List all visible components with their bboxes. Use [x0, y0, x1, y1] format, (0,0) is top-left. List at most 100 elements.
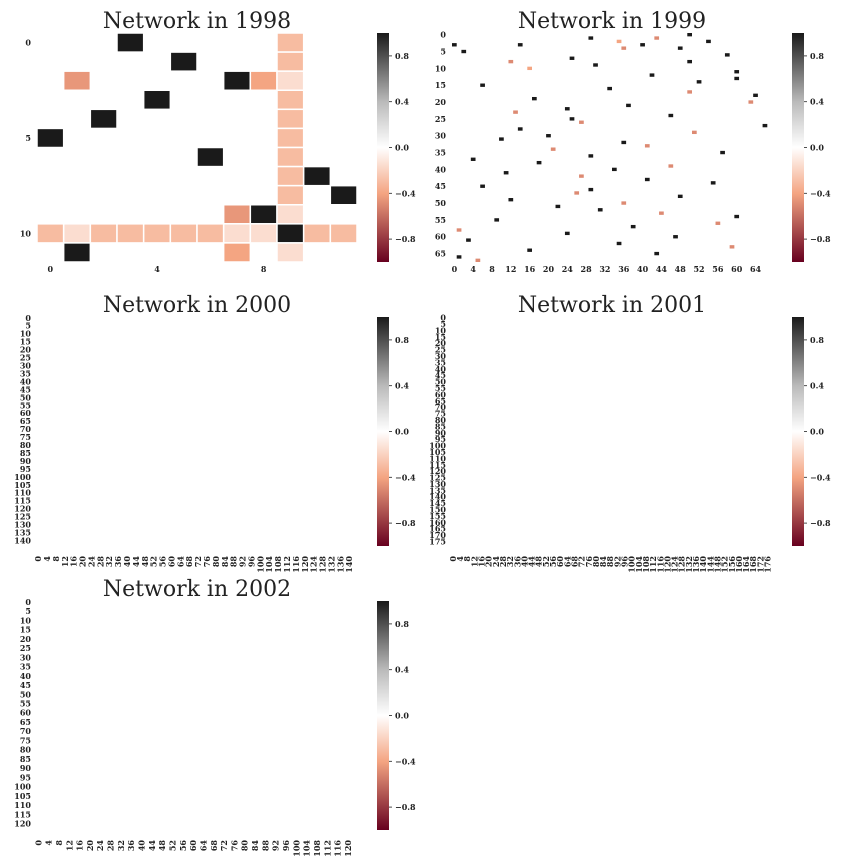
heatmap-cell	[452, 43, 457, 47]
y-tick-label: 100	[14, 782, 31, 792]
heatmap-cell	[249, 204, 278, 225]
x-tick-label: 60	[166, 556, 176, 568]
x-tick-label: 28	[581, 264, 593, 274]
x-tick-label: 36	[113, 556, 123, 568]
heatmap-cell	[276, 184, 305, 206]
x-tick-label: 8	[51, 556, 61, 562]
x-tick-label: 20	[543, 264, 555, 274]
x-tick-label: 136	[691, 556, 701, 573]
x-tick-label: 28	[95, 556, 105, 568]
y-tick-label: 40	[20, 376, 32, 386]
y-tick-label: 35	[20, 368, 31, 378]
heatmap-cell	[169, 223, 198, 244]
x-tick-label: 104	[634, 556, 644, 573]
heatmap-cell	[456, 228, 462, 232]
colorbar-tick-label: 0.4	[395, 665, 409, 675]
heatmap-cell	[621, 46, 627, 50]
y-tick-label: 75	[20, 432, 31, 442]
x-tick-label: 56	[158, 556, 168, 568]
colorbar-tick-label: −0.4	[395, 756, 416, 766]
y-tick-label: 40	[435, 364, 447, 374]
heatmap-cell	[597, 208, 603, 212]
heatmap-cell	[62, 242, 92, 263]
colorbar-tick-label: 0.0	[810, 427, 824, 437]
x-tick-label: 0	[33, 840, 43, 846]
x-tick-label: 48	[534, 556, 544, 568]
colorbar-tick-label: −0.4	[395, 188, 416, 198]
x-tick-label: 24	[95, 840, 105, 852]
x-tick-label: 76	[584, 556, 594, 568]
x-tick-label: 96	[281, 840, 291, 852]
heatmap-cell	[116, 223, 145, 244]
heatmap-cell	[508, 59, 514, 64]
heatmap-cell	[276, 223, 305, 244]
x-tick-label: 0	[33, 556, 43, 562]
colorbar-tick-label: 0.0	[810, 143, 824, 153]
x-tick-label: 132	[684, 556, 694, 573]
heatmap-cell	[494, 218, 500, 222]
x-tick-label: 16	[476, 556, 486, 568]
y-tick-label: 40	[435, 164, 447, 174]
x-tick-label: 52	[167, 840, 177, 851]
heatmap-panel-0: Network in 1998 0 5 10 0 4 8 0.8 0.4 0.0 −0.4 −0.8	[20, 9, 416, 274]
x-tick-label: 12	[505, 264, 516, 274]
heatmap-cell	[644, 177, 650, 182]
y-tick-label: 70	[20, 726, 32, 736]
x-tick-label: 68	[184, 556, 194, 568]
y-tick-label: 175	[429, 537, 446, 547]
heatmap-cell	[302, 165, 332, 187]
y-tick-label: 115	[14, 496, 31, 506]
heatmap-cell	[89, 108, 118, 130]
heatmap-cell	[222, 242, 252, 263]
y-tick-label: 135	[429, 485, 446, 495]
heatmap-cell	[574, 191, 580, 195]
colorbar-tick-label: 0.0	[395, 427, 409, 437]
y-tick-label: 90	[435, 428, 447, 438]
colorbar	[792, 33, 804, 262]
x-tick-label: 12	[60, 556, 70, 567]
y-tick-label: 0	[25, 313, 31, 323]
y-tick-label: 35	[435, 357, 446, 367]
x-tick-label: 108	[273, 556, 283, 573]
x-tick-label: 40	[519, 556, 529, 568]
x-tick-label: 24	[491, 556, 501, 568]
heatmap-cell	[687, 59, 692, 64]
y-tick-label: 70	[435, 402, 447, 412]
colorbar-tick-label: −0.4	[810, 472, 831, 482]
colorbar-tick-label: 0.8	[395, 51, 409, 61]
heatmap-cell	[503, 171, 509, 175]
x-tick-label: 128	[677, 556, 687, 573]
heatmap-cell	[62, 70, 92, 91]
heatmap-panel-1: Network in 19990510152025303540455055606…	[435, 9, 831, 274]
x-tick-label: 16	[524, 264, 536, 274]
y-tick-label: 55	[435, 383, 446, 393]
x-tick-label: 56	[712, 264, 724, 274]
y-tick-label: 50	[20, 689, 32, 699]
heatmap-cell	[508, 198, 514, 202]
x-tick-label: 36	[618, 264, 630, 274]
x-tick-label: 164	[741, 556, 751, 573]
x-tick-label: 8	[489, 264, 495, 274]
y-tick-label: 150	[429, 505, 446, 515]
heatmap-cell	[249, 70, 278, 91]
heatmap-cell	[668, 113, 674, 118]
x-tick-label: 88	[605, 556, 615, 568]
y-tick-label: 45	[20, 680, 31, 690]
y-tick-label: 145	[429, 498, 446, 508]
x-tick-label: 112	[648, 556, 658, 573]
x-tick-label: 144	[705, 556, 715, 573]
heatmap-cell	[276, 242, 305, 263]
y-tick-label: 0	[440, 30, 446, 40]
heatmap-cell	[687, 90, 692, 94]
heatmap-cell	[276, 108, 305, 130]
heatmap-cell	[169, 51, 198, 72]
x-tick-label: 80	[591, 556, 601, 568]
x-tick-label: 64	[198, 840, 208, 852]
x-tick-label: 0	[448, 556, 458, 562]
y-tick-label: 55	[20, 400, 31, 410]
heatmap-cell	[222, 70, 252, 91]
colorbar-tick-label: 0.8	[810, 335, 824, 345]
x-tick-label: 68	[569, 556, 579, 568]
heatmap-panel-3: Network in 20010510152025303540455055606…	[429, 293, 831, 573]
y-tick-label: 85	[435, 421, 446, 431]
